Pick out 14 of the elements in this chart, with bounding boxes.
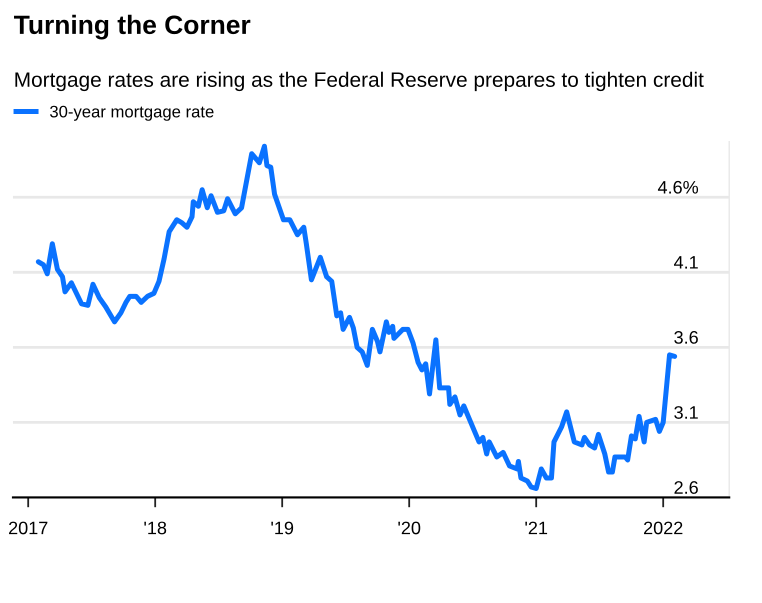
y-tick-label: 3.6: [674, 331, 698, 344]
x-tick-label: '21: [525, 522, 548, 534]
chart-subtitle: Mortgage rates are rising as the Federal Reserve prepares to tighten credit: [15, 72, 704, 92]
y-tick-label: 3.1: [674, 406, 698, 419]
x-tick-label: '18: [144, 522, 166, 534]
x-tick-label: 2017: [9, 522, 48, 534]
x-tick-label: '19: [271, 522, 294, 534]
x-tick-label: 2022: [644, 522, 682, 534]
chart-title: Turning the Corner: [14, 14, 250, 40]
y-tick-label: 4.1: [674, 256, 698, 269]
y-tick-label: 2.6: [674, 481, 698, 494]
legend-label: 30-year mortgage rate: [50, 106, 214, 121]
y-tick-label: 4.6%: [658, 180, 698, 194]
x-tick-label: '20: [398, 522, 420, 534]
